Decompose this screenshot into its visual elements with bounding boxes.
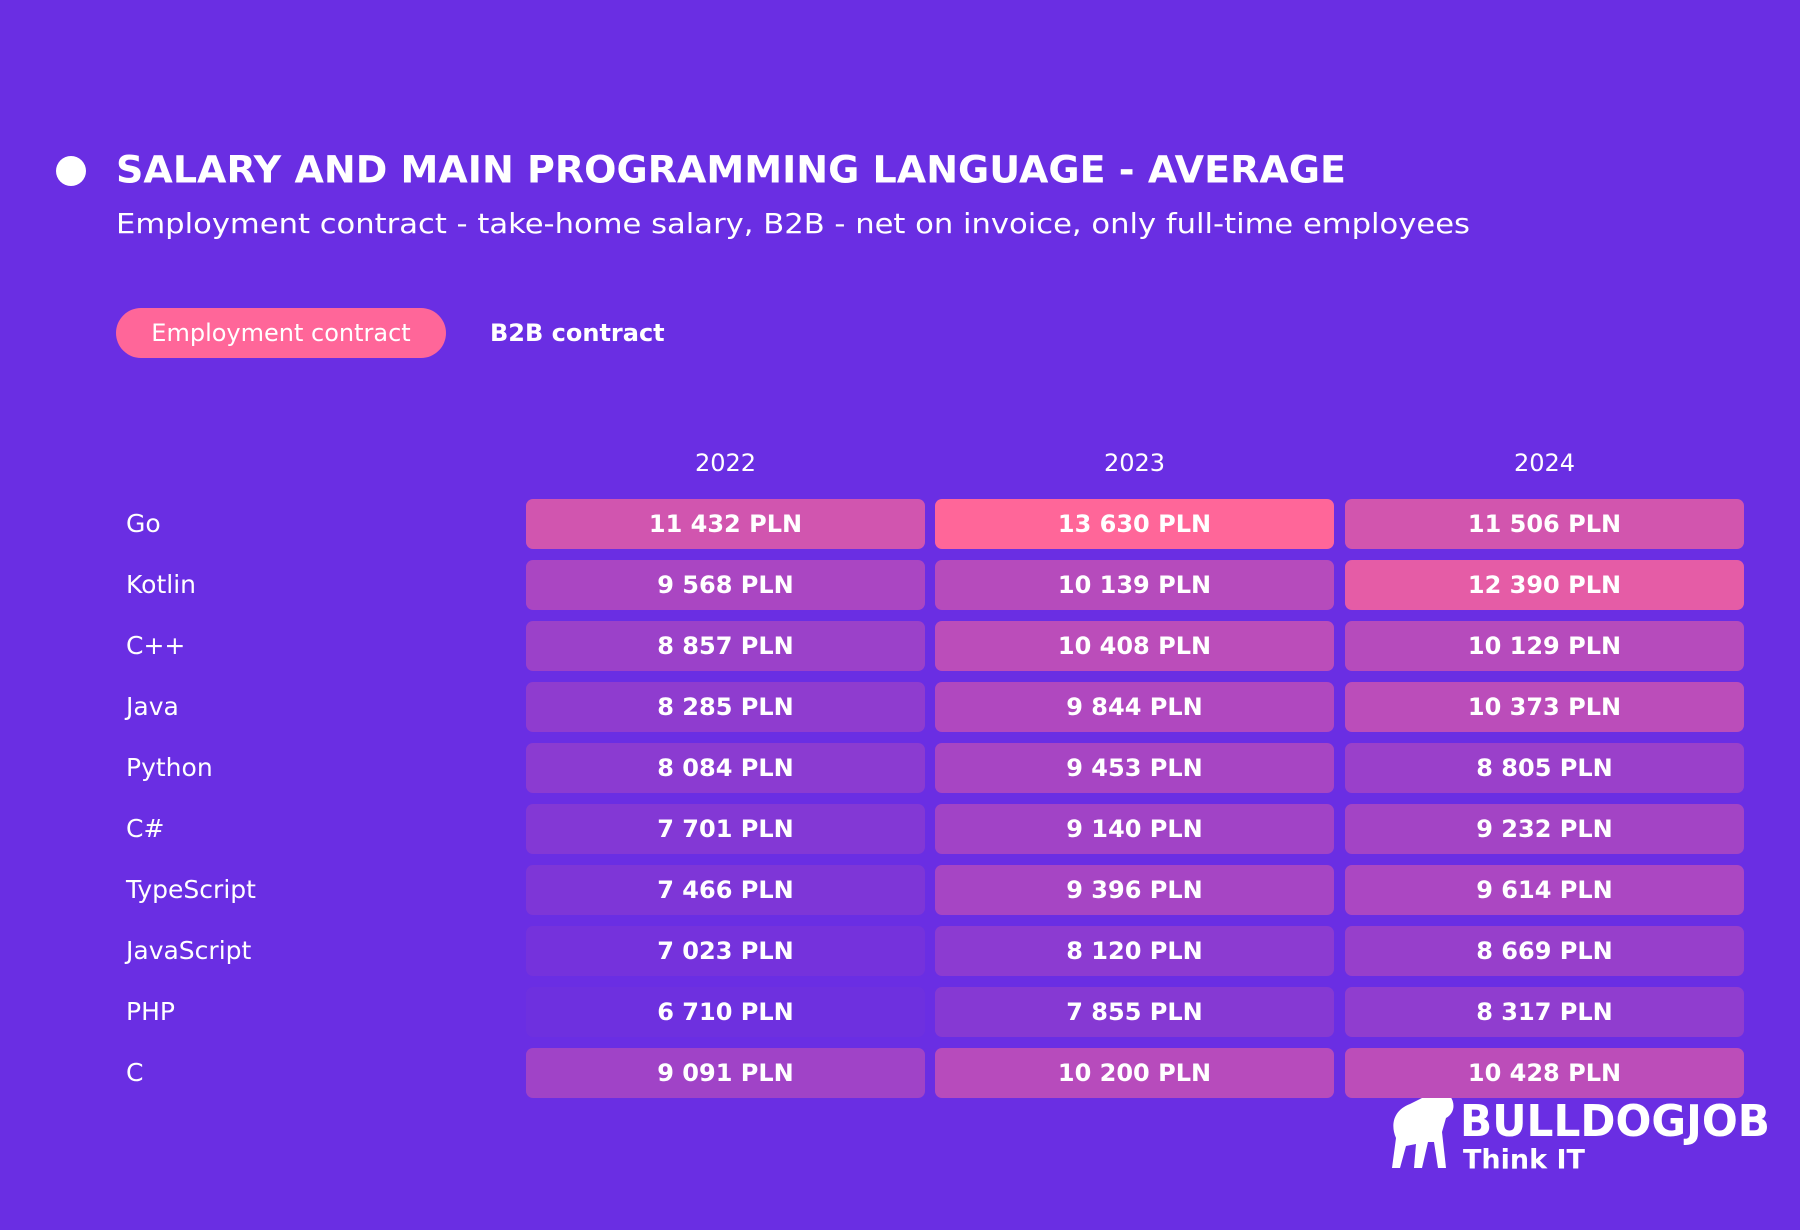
heat-cell <box>526 804 925 854</box>
heat-cell <box>526 926 925 976</box>
heat-cell <box>526 743 925 793</box>
cell-label: 8 285 PLN <box>657 693 793 721</box>
tab-label[interactable]: Employment contract <box>151 319 410 347</box>
heat-cell <box>935 560 1334 610</box>
tab-active[interactable] <box>116 308 446 358</box>
heat-cell <box>1345 865 1744 915</box>
row-label: PHP <box>126 997 175 1026</box>
cell-label: 7 466 PLN <box>657 876 793 904</box>
heat-cell <box>1345 743 1744 793</box>
heat-cell <box>935 1048 1334 1098</box>
cell-label: 10 373 PLN <box>1468 693 1621 721</box>
cell-label: 8 669 PLN <box>1476 937 1612 965</box>
cell-label: 9 844 PLN <box>1066 693 1202 721</box>
cell-label: 9 614 PLN <box>1476 876 1612 904</box>
row-label: Go <box>126 509 161 538</box>
cell-label: 13 630 PLN <box>1058 510 1211 538</box>
column-header: 2024 <box>1514 449 1575 477</box>
cell-label: 8 805 PLN <box>1476 754 1612 782</box>
cell-label: 10 428 PLN <box>1468 1059 1621 1087</box>
heat-cell <box>526 621 925 671</box>
cell-label: 11 432 PLN <box>649 510 802 538</box>
cell-label: 9 396 PLN <box>1066 876 1202 904</box>
heat-cell <box>526 865 925 915</box>
cell-label: 8 857 PLN <box>657 632 793 660</box>
title-bullet <box>56 156 86 186</box>
heat-cell <box>526 682 925 732</box>
cell-label: 10 200 PLN <box>1058 1059 1211 1087</box>
heat-cell <box>935 682 1334 732</box>
heat-cell <box>935 804 1334 854</box>
logo-name: BULLDOGJOB <box>1460 1096 1770 1147</box>
heat-cell <box>1345 560 1744 610</box>
cell-label: 9 140 PLN <box>1066 815 1202 843</box>
tab-label[interactable]: B2B contract <box>490 319 665 347</box>
heat-cell <box>935 621 1334 671</box>
cell-label: 9 453 PLN <box>1066 754 1202 782</box>
column-header: 2023 <box>1104 449 1165 477</box>
heat-cell <box>1345 1048 1744 1098</box>
chart-title: SALARY AND MAIN PROGRAMMING LANGUAGE - A… <box>116 149 1346 192</box>
cell-label: 7 701 PLN <box>657 815 793 843</box>
cell-label: 8 120 PLN <box>1066 937 1202 965</box>
cell-label: 7 855 PLN <box>1066 998 1202 1026</box>
cell-label: 9 232 PLN <box>1476 815 1612 843</box>
heat-cell <box>526 560 925 610</box>
heat-cell <box>935 865 1334 915</box>
logo-dog <box>1392 1080 1454 1168</box>
heat-cell <box>526 987 925 1037</box>
heat-cell <box>526 499 925 549</box>
row-label: C++ <box>126 631 185 660</box>
heat-cell <box>1345 926 1744 976</box>
row-label: JavaScript <box>124 936 252 965</box>
heat-cell <box>1345 804 1744 854</box>
cell-label: 8 317 PLN <box>1476 998 1612 1026</box>
cell-label: 9 568 PLN <box>657 571 793 599</box>
column-header: 2022 <box>695 449 756 477</box>
cell-label: 8 084 PLN <box>657 754 793 782</box>
row-label: Kotlin <box>126 570 196 599</box>
heat-cell <box>935 926 1334 976</box>
heat-cell <box>1345 621 1744 671</box>
logo-tagline: Think IT <box>1463 1145 1586 1176</box>
cell-label: 7 023 PLN <box>657 937 793 965</box>
heat-cell <box>935 499 1334 549</box>
row-label: Java <box>124 692 179 721</box>
cell-label: 11 506 PLN <box>1468 510 1621 538</box>
heat-cell <box>526 1048 925 1098</box>
row-label: Python <box>126 753 213 782</box>
heat-cell <box>1345 499 1744 549</box>
row-label: TypeScript <box>125 875 256 904</box>
cell-label: 10 139 PLN <box>1058 571 1211 599</box>
heat-cell <box>1345 682 1744 732</box>
cell-label: 6 710 PLN <box>657 998 793 1026</box>
row-label: C <box>126 1058 143 1087</box>
cell-label: 9 091 PLN <box>657 1059 793 1087</box>
row-label: C# <box>126 814 164 843</box>
chart-subtitle: Employment contract - take-home salary, … <box>116 207 1470 240</box>
cell-label: 10 408 PLN <box>1058 632 1211 660</box>
heat-cell <box>935 743 1334 793</box>
heat-cell <box>935 987 1334 1037</box>
cell-label: 10 129 PLN <box>1468 632 1621 660</box>
cell-label: 12 390 PLN <box>1468 571 1621 599</box>
heat-cell <box>1345 987 1744 1037</box>
